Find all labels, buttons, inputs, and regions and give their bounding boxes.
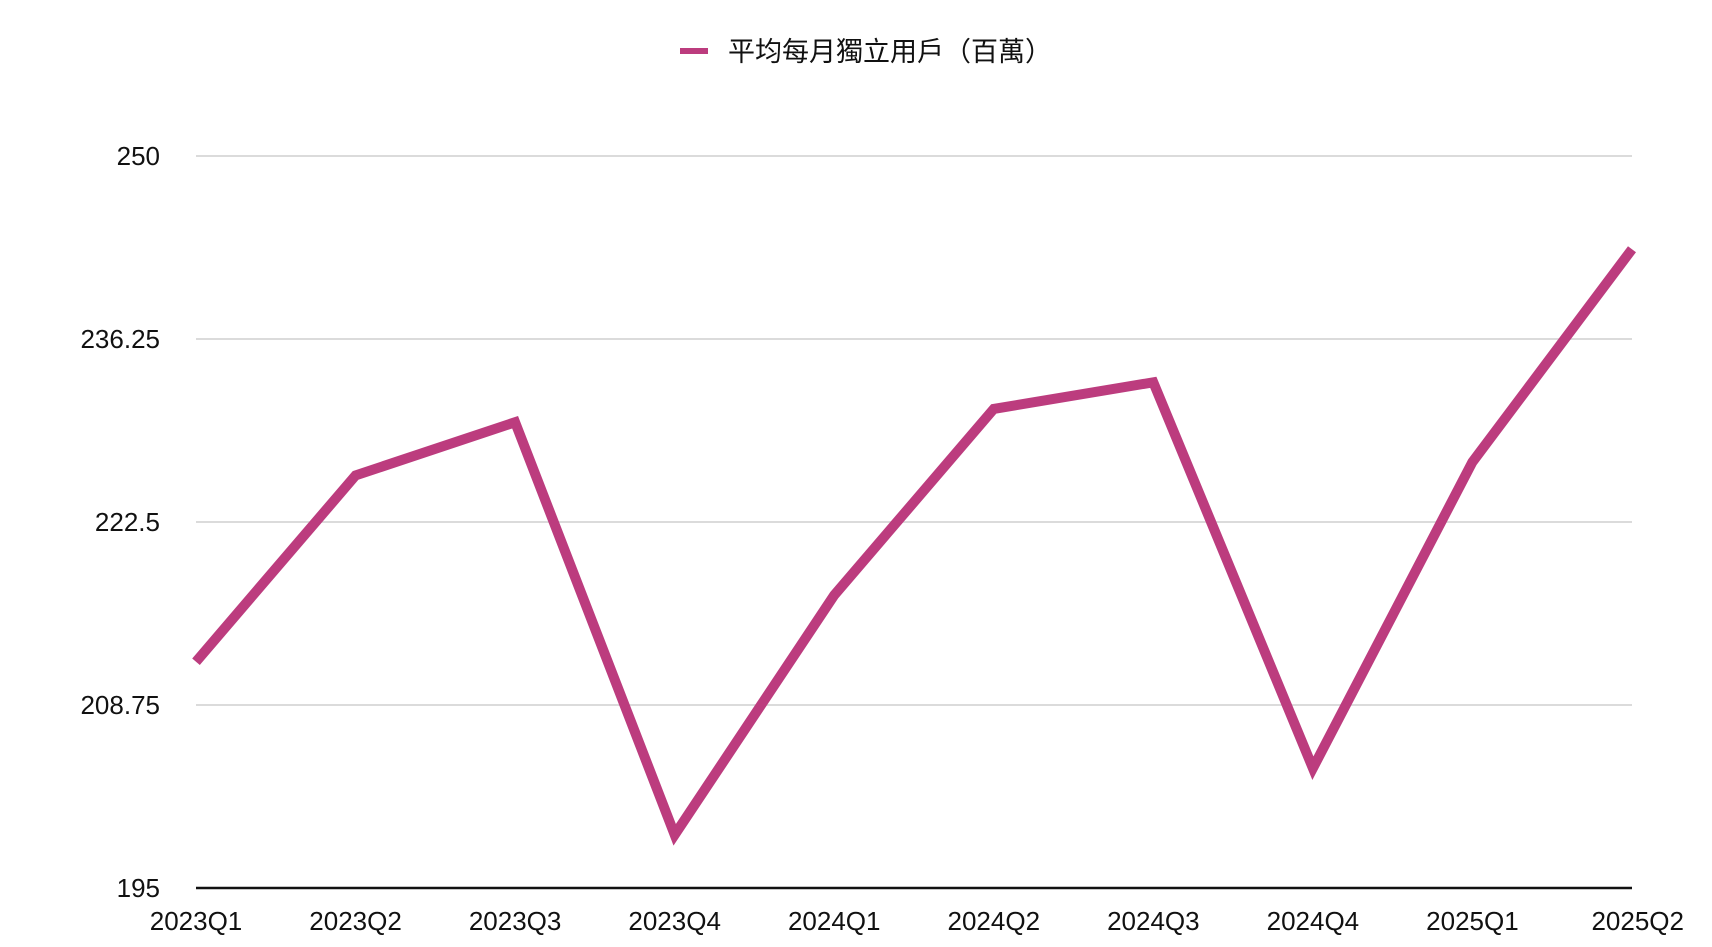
y-tick-label: 236.25 xyxy=(80,324,160,354)
series-line xyxy=(192,246,1637,846)
x-tick-label: 2024Q3 xyxy=(1107,906,1200,936)
x-tick-label: 2024Q1 xyxy=(788,906,881,936)
y-tick-label: 250 xyxy=(117,141,160,171)
y-tick-label: 195 xyxy=(117,873,160,903)
x-tick-label: 2024Q4 xyxy=(1267,906,1360,936)
y-tick-label: 222.5 xyxy=(95,507,160,537)
y-axis-ticks: 195 208.75 222.5 236.25 250 xyxy=(80,141,160,903)
series-lines xyxy=(192,246,1637,846)
x-tick-label: 2025Q1 xyxy=(1426,906,1519,936)
x-axis-ticks: 2023Q1 2023Q2 2023Q3 2023Q4 2024Q1 2024Q2 2024… xyxy=(150,906,1684,936)
x-tick-label: 2023Q1 xyxy=(150,906,243,936)
legend-label: 平均每月獨立用戶（百萬） xyxy=(728,37,1052,67)
legend: 平均每月獨立用戶（百萬） xyxy=(680,37,1052,67)
gridlines xyxy=(196,155,1632,706)
y-tick-label: 208.75 xyxy=(80,690,160,720)
x-tick-label: 2023Q4 xyxy=(628,906,721,936)
x-tick-label: 2023Q2 xyxy=(309,906,402,936)
x-tick-label: 2025Q2 xyxy=(1591,906,1684,936)
x-tick-label: 2023Q3 xyxy=(469,906,562,936)
x-tick-label: 2024Q2 xyxy=(948,906,1041,936)
